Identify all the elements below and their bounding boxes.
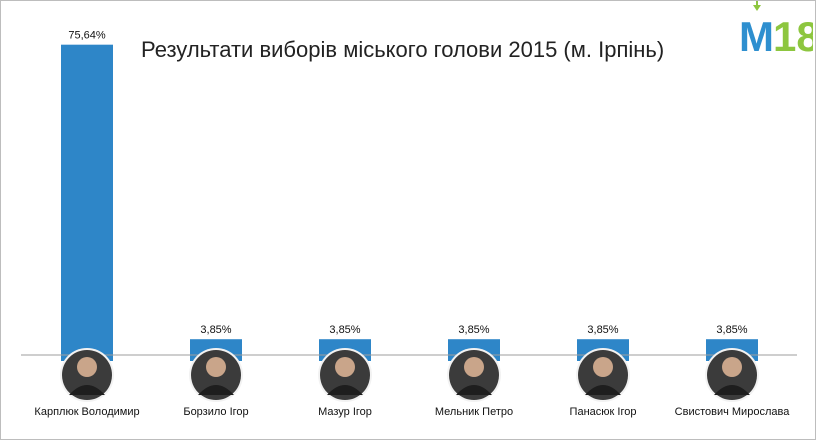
value-label-5: 3,85% bbox=[587, 324, 618, 336]
portrait-icon bbox=[705, 348, 759, 402]
bar-1 bbox=[61, 44, 113, 361]
logo-arrow-icon bbox=[753, 5, 761, 11]
logo-18-text: 18 bbox=[773, 13, 813, 57]
category-label-3: Мазур Ігор bbox=[318, 406, 372, 418]
chart-title: Результати виборів міського голови 2015 … bbox=[141, 37, 665, 62]
portrait-icon bbox=[576, 348, 630, 402]
value-label-3: 3,85% bbox=[329, 324, 360, 336]
avatars-layer bbox=[60, 348, 759, 402]
value-labels-layer: 75,64% 3,85% 3,85% 3,85% 3,85% 3,85% bbox=[68, 30, 747, 337]
category-label-4: Мельник Петро bbox=[435, 406, 513, 418]
category-label-1: Карплюк Володимир bbox=[34, 406, 139, 418]
value-label-4: 3,85% bbox=[458, 324, 489, 336]
portrait-icon bbox=[189, 348, 243, 402]
value-label-1: 75,64% bbox=[68, 30, 106, 42]
category-labels-layer: Карплюк Володимир Борзило Ігор Мазур Ігор М… bbox=[34, 406, 790, 418]
category-label-2: Борзило Ігор bbox=[183, 406, 248, 418]
portrait-icon bbox=[60, 348, 114, 402]
portrait-icon bbox=[318, 348, 372, 402]
category-label-6: Свистович Мирослава bbox=[675, 406, 791, 418]
portrait-icon bbox=[447, 348, 501, 402]
logo-m-text: M bbox=[739, 13, 774, 57]
m18-logo: M 18 bbox=[739, 1, 813, 57]
bars-layer bbox=[61, 44, 758, 361]
category-label-5: Панасюк Ігор bbox=[570, 406, 637, 418]
value-label-2: 3,85% bbox=[200, 324, 231, 336]
value-label-6: 3,85% bbox=[716, 324, 747, 336]
